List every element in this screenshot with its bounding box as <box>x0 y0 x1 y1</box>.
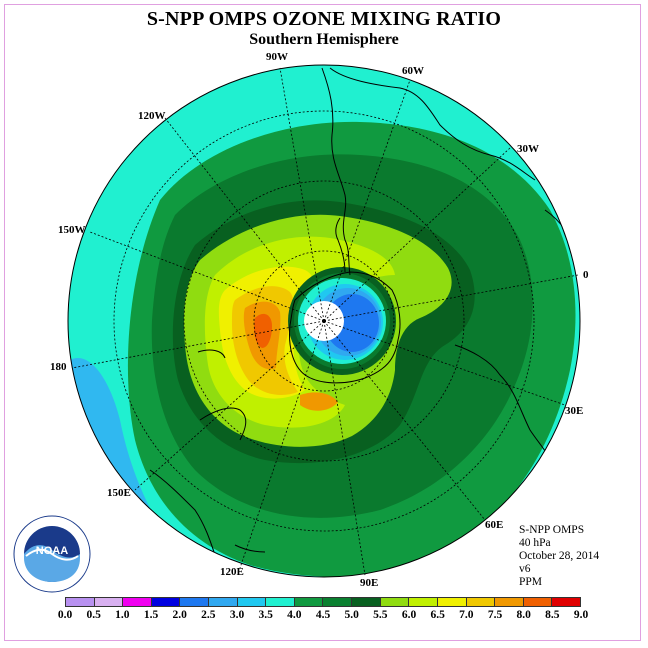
colorbar-tick-label: 1.5 <box>143 609 159 621</box>
colorbar-tick-label: 0.0 <box>57 609 73 621</box>
map-subtitle: Southern Hemisphere <box>249 31 399 48</box>
colorbar-tick-label: 6.0 <box>401 609 417 621</box>
noaa-logo: NOAA <box>13 515 91 593</box>
logo-text: NOAA <box>36 545 68 557</box>
lon-label-30e: 30E <box>565 405 583 417</box>
colorbar-tick-label: 3.5 <box>258 609 273 621</box>
graticule <box>71 67 579 576</box>
colorbar-cell <box>352 598 381 606</box>
colorbar-tick-label: 8.5 <box>545 609 560 621</box>
info-level: 40 hPa <box>519 537 551 549</box>
colorbar-cell <box>294 598 324 606</box>
colorbar-cell <box>180 598 210 606</box>
colorbar-cell <box>323 598 353 606</box>
info-instrument: S-NPP OMPS <box>519 524 585 536</box>
colorbar-cell <box>466 598 496 606</box>
info-units: PPM <box>519 576 543 588</box>
colorbar-tick-label: 5.5 <box>373 609 388 621</box>
colorbar-tick-label: 4.0 <box>287 609 302 621</box>
info-block: S-NPP OMPS 40 hPa October 28, 2014 v6 PP… <box>519 524 599 589</box>
colorbar-cell <box>409 598 438 606</box>
colorbar-cell <box>552 598 580 606</box>
lon-label-60w: 60W <box>402 65 424 77</box>
lon-label-90e: 90E <box>360 577 378 589</box>
colorbar-tick-label: 5.0 <box>344 609 359 621</box>
colorbar-cell <box>209 598 238 606</box>
colorbar-tick-label: 6.5 <box>430 609 445 621</box>
lon-label-60e: 60E <box>485 519 503 531</box>
colorbar-cell <box>523 598 553 606</box>
colorbar-tick-label: 8.0 <box>516 609 531 621</box>
colorbar-tick-label: 1.0 <box>115 609 130 621</box>
colorbar-cell <box>237 598 267 606</box>
colorbar-labels: 0.0 0.5 1.0 1.5 2.0 2.5 3.0 3.5 4.0 4.5 5.0 5.5 6.0 6… <box>0 609 648 623</box>
colorbar-cell <box>66 598 95 606</box>
colorbar-cell <box>266 598 295 606</box>
lon-label-120e: 120E <box>220 566 244 578</box>
info-version: v6 <box>519 563 531 575</box>
colorbar-tick-label: 4.5 <box>315 609 331 621</box>
info-date: October 28, 2014 <box>519 550 600 562</box>
lon-label-0: 0 <box>583 269 589 281</box>
lon-label-120w: 120W <box>138 110 166 122</box>
colorbar-tick-label: 0.5 <box>86 609 101 621</box>
colorbar-cell <box>151 598 181 606</box>
colorbar <box>65 597 581 607</box>
lon-label-150e: 150E <box>107 487 131 499</box>
colorbar-tick-label: 9.0 <box>573 609 589 621</box>
colorbar-tick-label: 7.5 <box>487 609 503 621</box>
plot-frame <box>4 4 641 641</box>
colorbar-cell <box>123 598 152 606</box>
colorbar-cell <box>495 598 524 606</box>
colorbar-tick-label: 2.0 <box>172 609 187 621</box>
lon-label-30w: 30W <box>517 143 539 155</box>
map-title: S-NPP OMPS OZONE MIXING RATIO <box>146 8 502 30</box>
colorbar-tick-label: 7.0 <box>459 609 474 621</box>
colorbar-tick-label: 2.5 <box>201 609 216 621</box>
lon-label-90w: 90W <box>266 51 288 63</box>
ozone-field <box>68 65 580 577</box>
colorbar-tick-label: 3.0 <box>229 609 245 621</box>
colorbar-cell <box>437 598 467 606</box>
colorbar-cell <box>94 598 124 606</box>
lon-label-150w: 150W <box>58 224 86 236</box>
lon-label-180: 180 <box>50 361 67 373</box>
colorbar-cell <box>380 598 410 606</box>
